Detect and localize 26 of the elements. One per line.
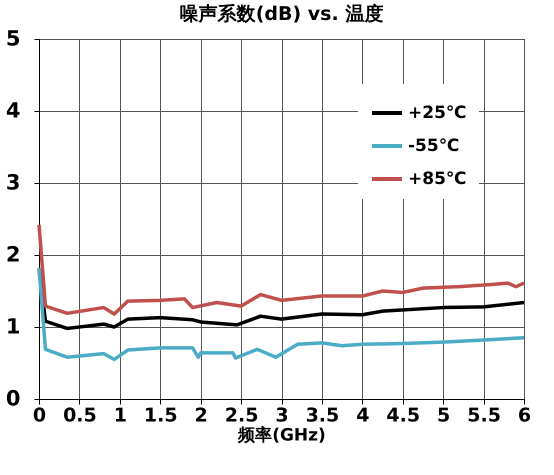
x-tick-label: 6 [518, 404, 532, 426]
line-series [37, 223, 526, 316]
x-tick-label: 2.5 [224, 404, 258, 426]
y-tick-label: 4 [6, 98, 20, 122]
x-tick-label: 4.5 [386, 404, 420, 426]
x-tick-label: 0.5 [63, 404, 97, 426]
x-tick-label: 2 [194, 404, 208, 426]
line-series [37, 266, 526, 362]
x-tick-label: 3.5 [306, 404, 340, 426]
y-tick-label: 5 [6, 26, 20, 50]
x-tick-label: 4 [356, 404, 370, 426]
x-tick-label: 3 [275, 404, 289, 426]
x-tick-label: 5.5 [467, 404, 501, 426]
y-tick-label: 3 [6, 170, 20, 194]
legend-label: +85℃ [408, 169, 466, 189]
legend-label: +25℃ [408, 103, 466, 123]
y-tick-label: 2 [6, 242, 20, 266]
y-tick-label: 0 [6, 386, 20, 410]
chart-title: 噪声系数(dB) vs. 温度 [180, 3, 384, 25]
x-tick-label: 0 [32, 404, 46, 426]
x-tick-label: 1 [114, 404, 127, 426]
x-tick-label: 1.5 [144, 404, 178, 426]
legend-label: -55℃ [408, 136, 460, 156]
y-tick-label: 1 [6, 314, 20, 338]
x-axis-title: 频率(GHz) [237, 426, 326, 446]
x-tick-label: 5 [437, 404, 450, 426]
